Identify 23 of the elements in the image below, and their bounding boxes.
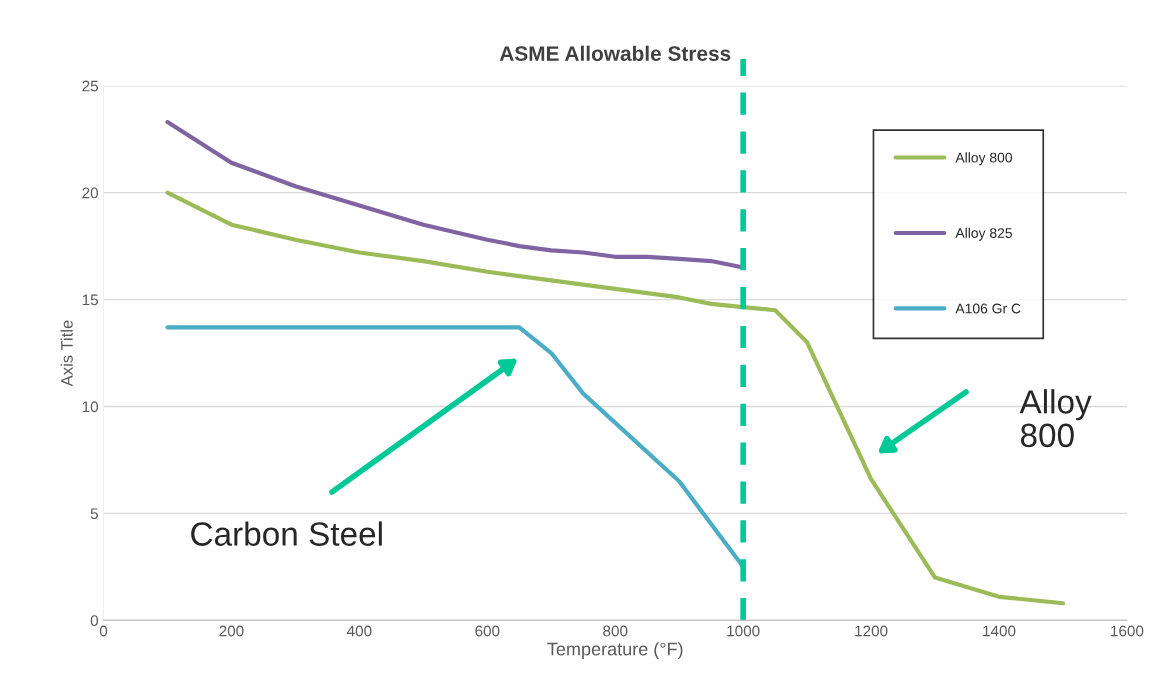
y-tick-label: 15: [82, 294, 99, 306]
x-tick-label: 1600: [1111, 625, 1144, 637]
annotation: Carbon Steel: [191, 521, 382, 546]
x-tick-label: 0: [99, 625, 108, 637]
legend-label: Alloy 825: [955, 227, 1012, 241]
y-tick-label: 25: [82, 80, 99, 92]
y-tick-label: 10: [82, 401, 99, 413]
x-tick-label: 600: [475, 625, 500, 637]
annotation: Alloy 800: [1019, 389, 1092, 448]
x-tick-label: 400: [346, 625, 372, 637]
x-tick-label: 1200: [855, 625, 888, 637]
y-tick-label: 5: [90, 508, 99, 520]
x-tick-label: 1000: [727, 625, 760, 637]
x-axis-title: Temperature (°F): [547, 642, 683, 660]
legend-label: Alloy 800: [955, 152, 1012, 166]
x-tick-label: 200: [219, 625, 244, 637]
legend-label: A106 Gr C: [955, 303, 1021, 314]
y-axis-title: Axis Title: [60, 320, 73, 387]
y-tick-label: 20: [82, 187, 99, 199]
y-tick-label: 0: [90, 615, 99, 627]
x-tick-label: 800: [603, 625, 628, 637]
x-tick-label: 1400: [983, 625, 1016, 637]
chart-title: ASME Allowable Stress: [499, 45, 731, 61]
